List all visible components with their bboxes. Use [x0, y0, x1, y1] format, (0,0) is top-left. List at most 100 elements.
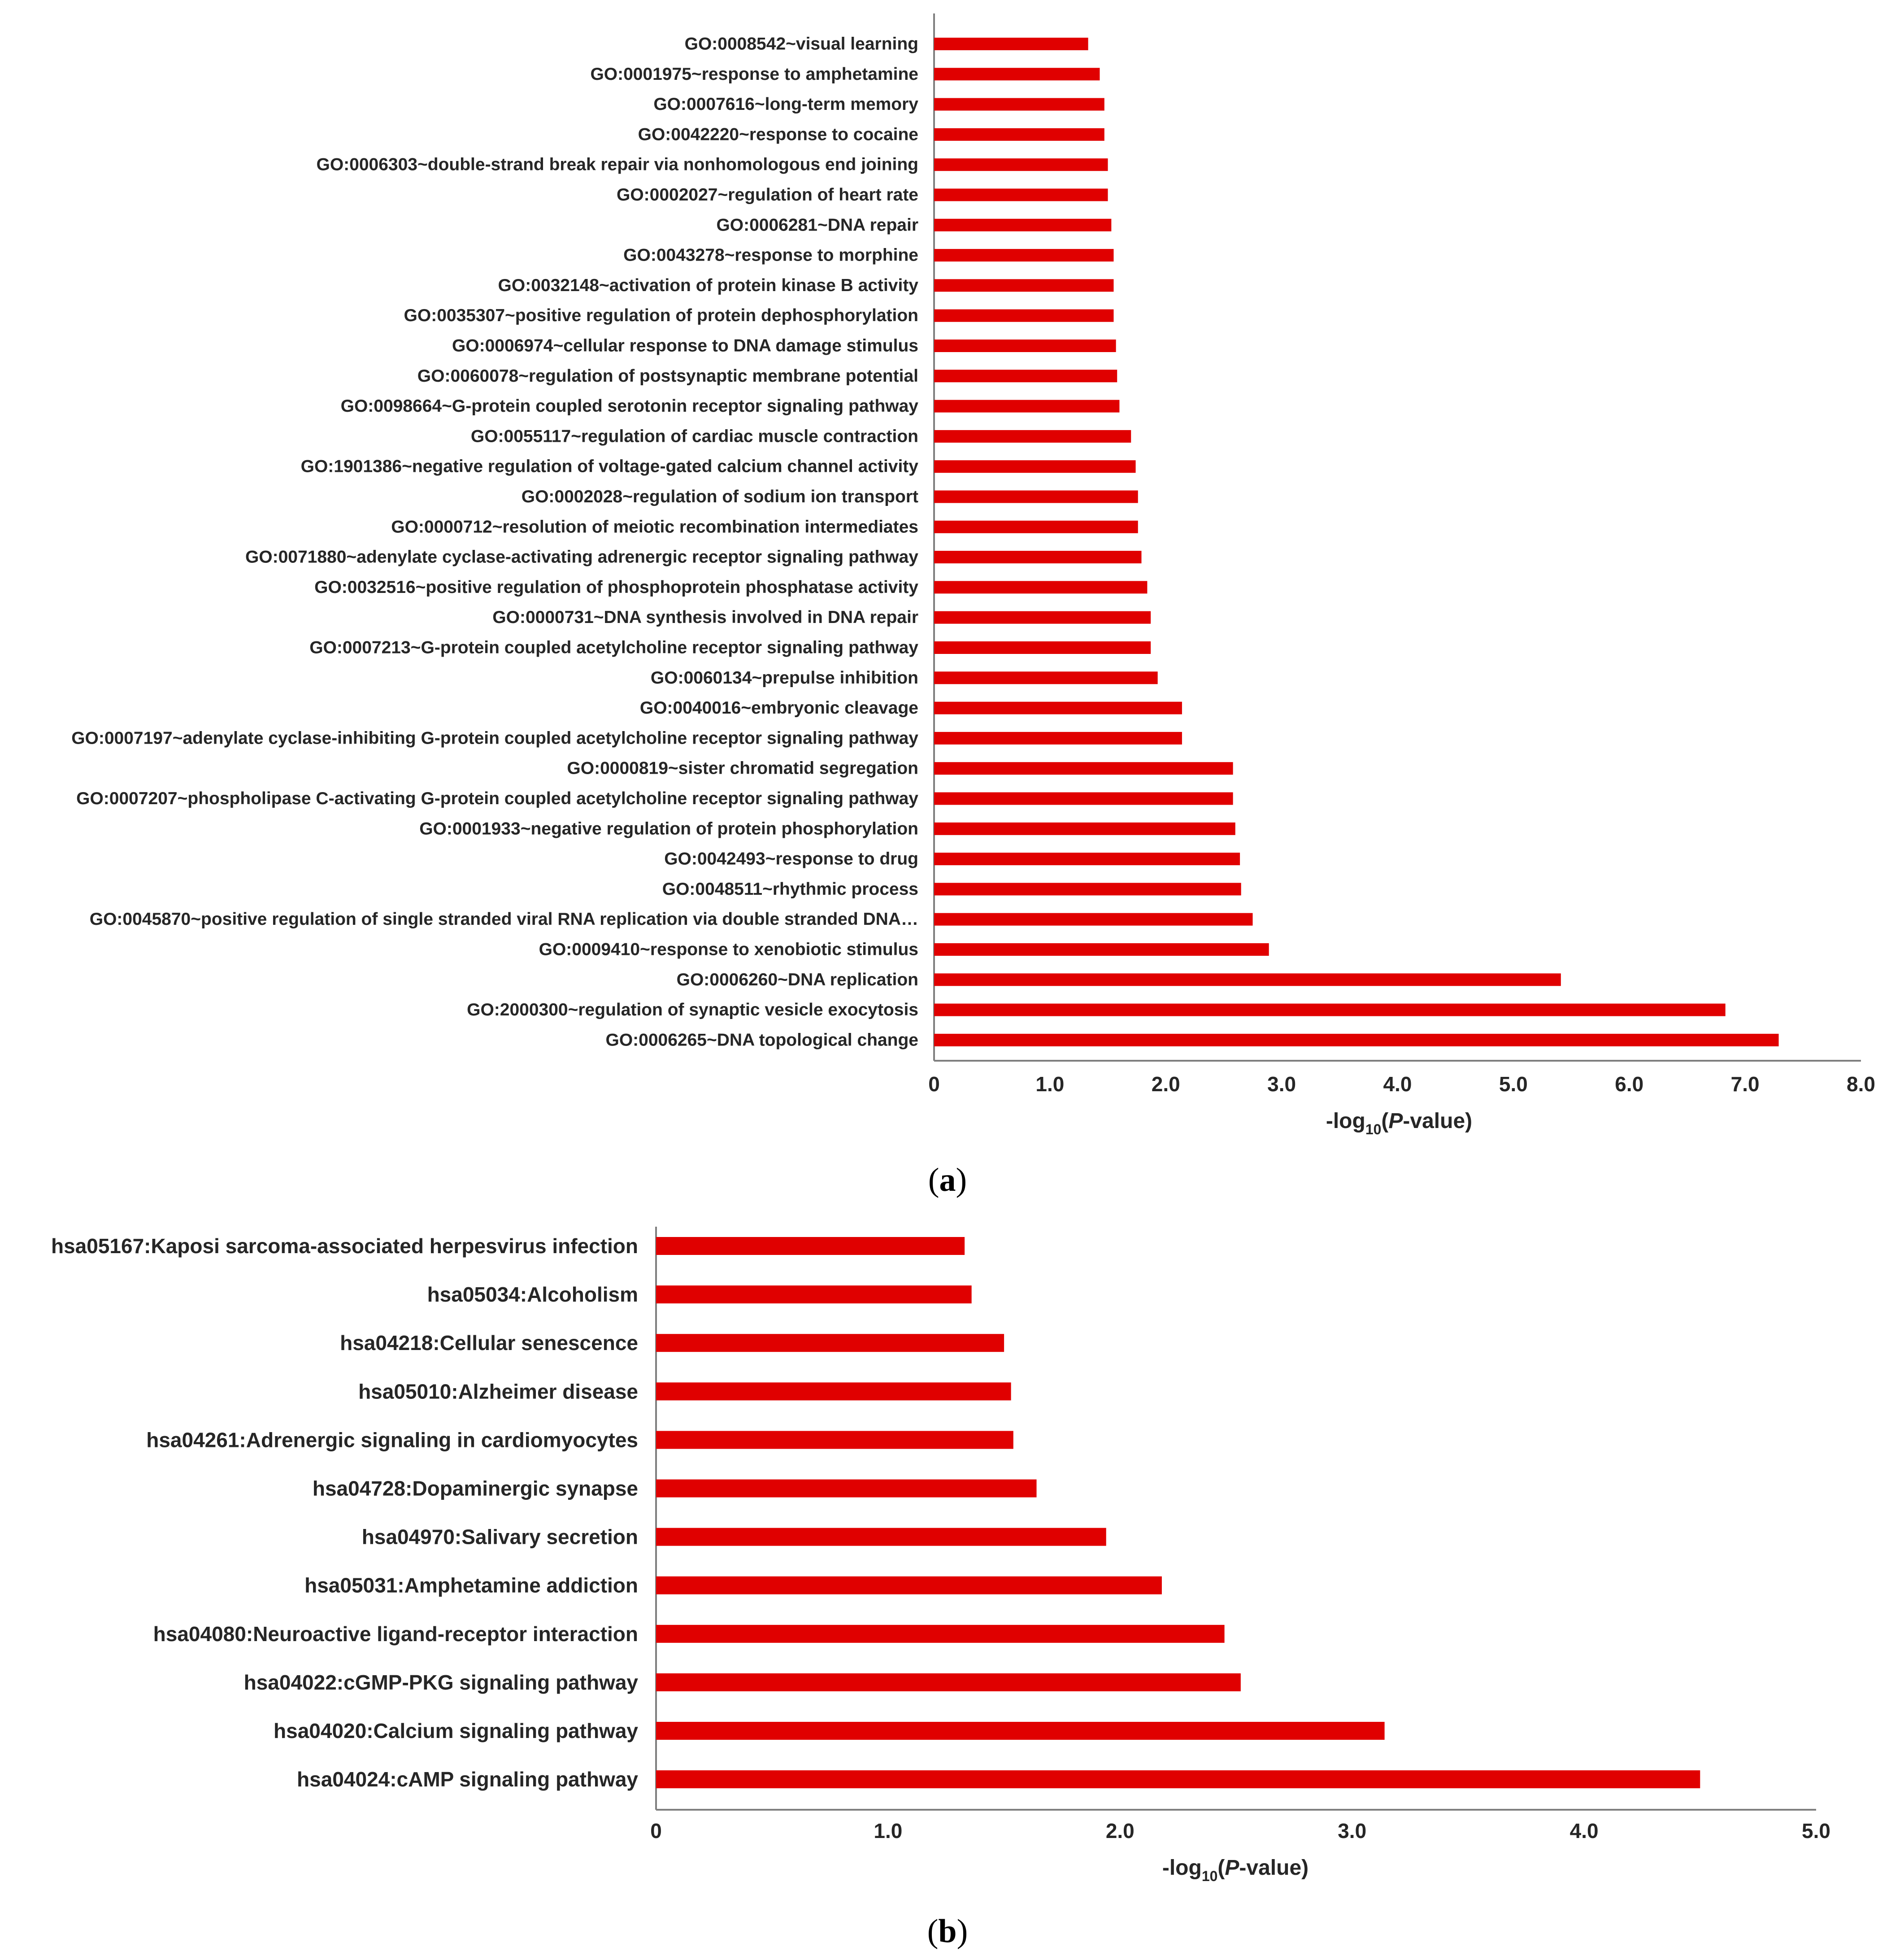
a-category-label: GO:0042493~response to drug: [664, 849, 918, 869]
a-bar: [934, 158, 1108, 171]
b-bar: [656, 1382, 1011, 1401]
b-category-label: hsa05010:Alzheimer disease: [358, 1380, 638, 1403]
a-bar: [934, 732, 1182, 745]
a-bar: [934, 701, 1182, 714]
a-bar: [934, 340, 1116, 352]
a-x-axis-label: -log10(P-value): [1326, 1109, 1472, 1137]
b-x-tick-label: 4.0: [1570, 1819, 1599, 1842]
b-panel-caption: (b): [927, 1913, 968, 1950]
b-category-label: hsa05167:Kaposi sarcoma-associated herpe…: [51, 1234, 638, 1258]
a-category-label: GO:0032148~activation of protein kinase …: [498, 276, 919, 295]
a-bar: [934, 370, 1117, 383]
a-bar: [934, 98, 1104, 111]
a-bar: [934, 520, 1138, 533]
a-x-tick-label: 3.0: [1267, 1072, 1296, 1096]
a-x-tick-label: 2.0: [1152, 1072, 1180, 1096]
a-bar: [934, 581, 1148, 594]
b-category-label: hsa04218:Cellular senescence: [340, 1331, 638, 1355]
a-bar: [934, 249, 1114, 262]
a-bar: [934, 762, 1233, 775]
b-bar: [656, 1722, 1385, 1740]
b-category-label: hsa04080:Neuroactive ligand-receptor int…: [153, 1622, 638, 1646]
a-x-tick-label: 5.0: [1499, 1072, 1528, 1096]
a-category-label: GO:0042220~response to cocaine: [638, 125, 918, 144]
a-bar: [934, 188, 1108, 201]
a-category-label: GO:0043278~response to morphine: [623, 246, 918, 265]
a-bar: [934, 68, 1100, 81]
a-bar: [934, 913, 1253, 926]
a-panel-caption: (a): [928, 1162, 967, 1198]
a-category-label: GO:0008542~visual learning: [685, 35, 918, 54]
b-bar: [656, 1285, 972, 1304]
b-category-label: hsa04970:Salivary secretion: [362, 1525, 638, 1549]
a-category-label: GO:0055117~regulation of cardiac muscle …: [471, 427, 918, 446]
b-x-axis-label: -log10(P-value): [1162, 1856, 1308, 1884]
a-category-label: GO:0006281~DNA repair: [716, 215, 918, 235]
a-category-label: GO:0035307~positive regulation of protei…: [404, 306, 918, 325]
b-bar: [656, 1625, 1225, 1643]
b-bar: [656, 1770, 1700, 1789]
a-bar: [934, 128, 1104, 141]
a-category-label: GO:0098664~G-protein coupled serotonin r…: [341, 396, 919, 416]
a-category-label: GO:0007616~long-term memory: [653, 95, 918, 114]
a-bar: [934, 1033, 1779, 1046]
a-category-label: GO:0002027~regulation of heart rate: [617, 185, 918, 205]
b-x-tick-label: 3.0: [1338, 1819, 1366, 1842]
a-category-label: GO:0071880~adenylate cyclase-activating …: [245, 548, 918, 567]
a-bar: [934, 551, 1142, 564]
b-bar: [656, 1237, 965, 1255]
a-x-tick-label: 6.0: [1615, 1072, 1643, 1096]
a-bar: [934, 822, 1235, 835]
a-category-label: GO:0009410~response to xenobiotic stimul…: [539, 940, 918, 959]
a-category-label: GO:0006303~double-strand break repair vi…: [316, 155, 918, 174]
a-category-label: GO:0048511~rhythmic process: [662, 880, 918, 899]
b-bar: [656, 1431, 1013, 1449]
a-bar: [934, 279, 1114, 292]
a-bar: [934, 1003, 1726, 1016]
b-bar: [656, 1528, 1106, 1546]
a-category-label: GO:0006974~cellular response to DNA dama…: [452, 336, 918, 356]
a-bar: [934, 309, 1114, 322]
a-category-label: GO:0045870~positive regulation of single…: [90, 910, 918, 929]
a-category-label: GO:0000819~sister chromatid segregation: [567, 759, 918, 778]
a-bar: [934, 641, 1151, 654]
b-x-tick-label: 5.0: [1802, 1819, 1830, 1842]
a-bar: [934, 973, 1561, 986]
panel-b-chart: hsa05167:Kaposi sarcoma-associated herpe…: [51, 1227, 1830, 1950]
a-category-label: GO:0001975~response to amphetamine: [590, 65, 918, 84]
b-category-label: hsa05034:Alcoholism: [427, 1283, 638, 1306]
a-bar: [934, 400, 1120, 413]
a-category-label: GO:0001933~negative regulation of protei…: [419, 819, 918, 838]
a-category-label: GO:0007213~G-protein coupled acetylcholi…: [309, 638, 918, 658]
b-x-tick-label: 0: [650, 1819, 662, 1842]
b-x-tick-label: 1.0: [874, 1819, 902, 1842]
a-category-label: GO:0060078~regulation of postsynaptic me…: [417, 366, 918, 386]
a-bar: [934, 218, 1112, 231]
a-bar: [934, 611, 1151, 624]
a-category-label: GO:1901386~negative regulation of voltag…: [301, 457, 919, 476]
b-bar: [656, 1334, 1004, 1352]
b-bar: [656, 1479, 1037, 1498]
a-category-label: GO:0007197~adenylate cyclase-inhibiting …: [71, 728, 918, 748]
a-category-label: GO:0000712~resolution of meiotic recombi…: [391, 517, 918, 536]
b-x-tick-label: 2.0: [1106, 1819, 1135, 1842]
b-category-label: hsa04024:cAMP signaling pathway: [297, 1768, 638, 1791]
a-bar: [934, 883, 1241, 896]
panel-a-chart: GO:0008542~visual learning GO:0001975~res…: [71, 13, 1875, 1198]
b-category-label: hsa04022:cGMP-PKG signaling pathway: [244, 1671, 639, 1694]
a-category-label: GO:0007207~phospholipase C-activating G-…: [76, 789, 918, 808]
a-x-tick-label: 8.0: [1847, 1072, 1875, 1096]
a-x-tick-label: 0: [928, 1072, 940, 1096]
a-bar: [934, 853, 1240, 866]
a-x-tick-label: 7.0: [1731, 1072, 1760, 1096]
b-category-label: hsa05031:Amphetamine addiction: [304, 1574, 638, 1597]
a-bar: [934, 671, 1158, 684]
b-category-label: hsa04728:Dopaminergic synapse: [313, 1477, 638, 1500]
a-category-label: GO:0006265~DNA topological change: [605, 1030, 918, 1050]
a-category-label: GO:0040016~embryonic cleavage: [640, 698, 918, 718]
a-bar: [934, 460, 1136, 473]
a-x-tick-label: 1.0: [1035, 1072, 1064, 1096]
b-category-label: hsa04261:Adrenergic signaling in cardiom…: [146, 1428, 638, 1451]
a-category-label: GO:0032516~positive regulation of phosph…: [314, 578, 918, 597]
